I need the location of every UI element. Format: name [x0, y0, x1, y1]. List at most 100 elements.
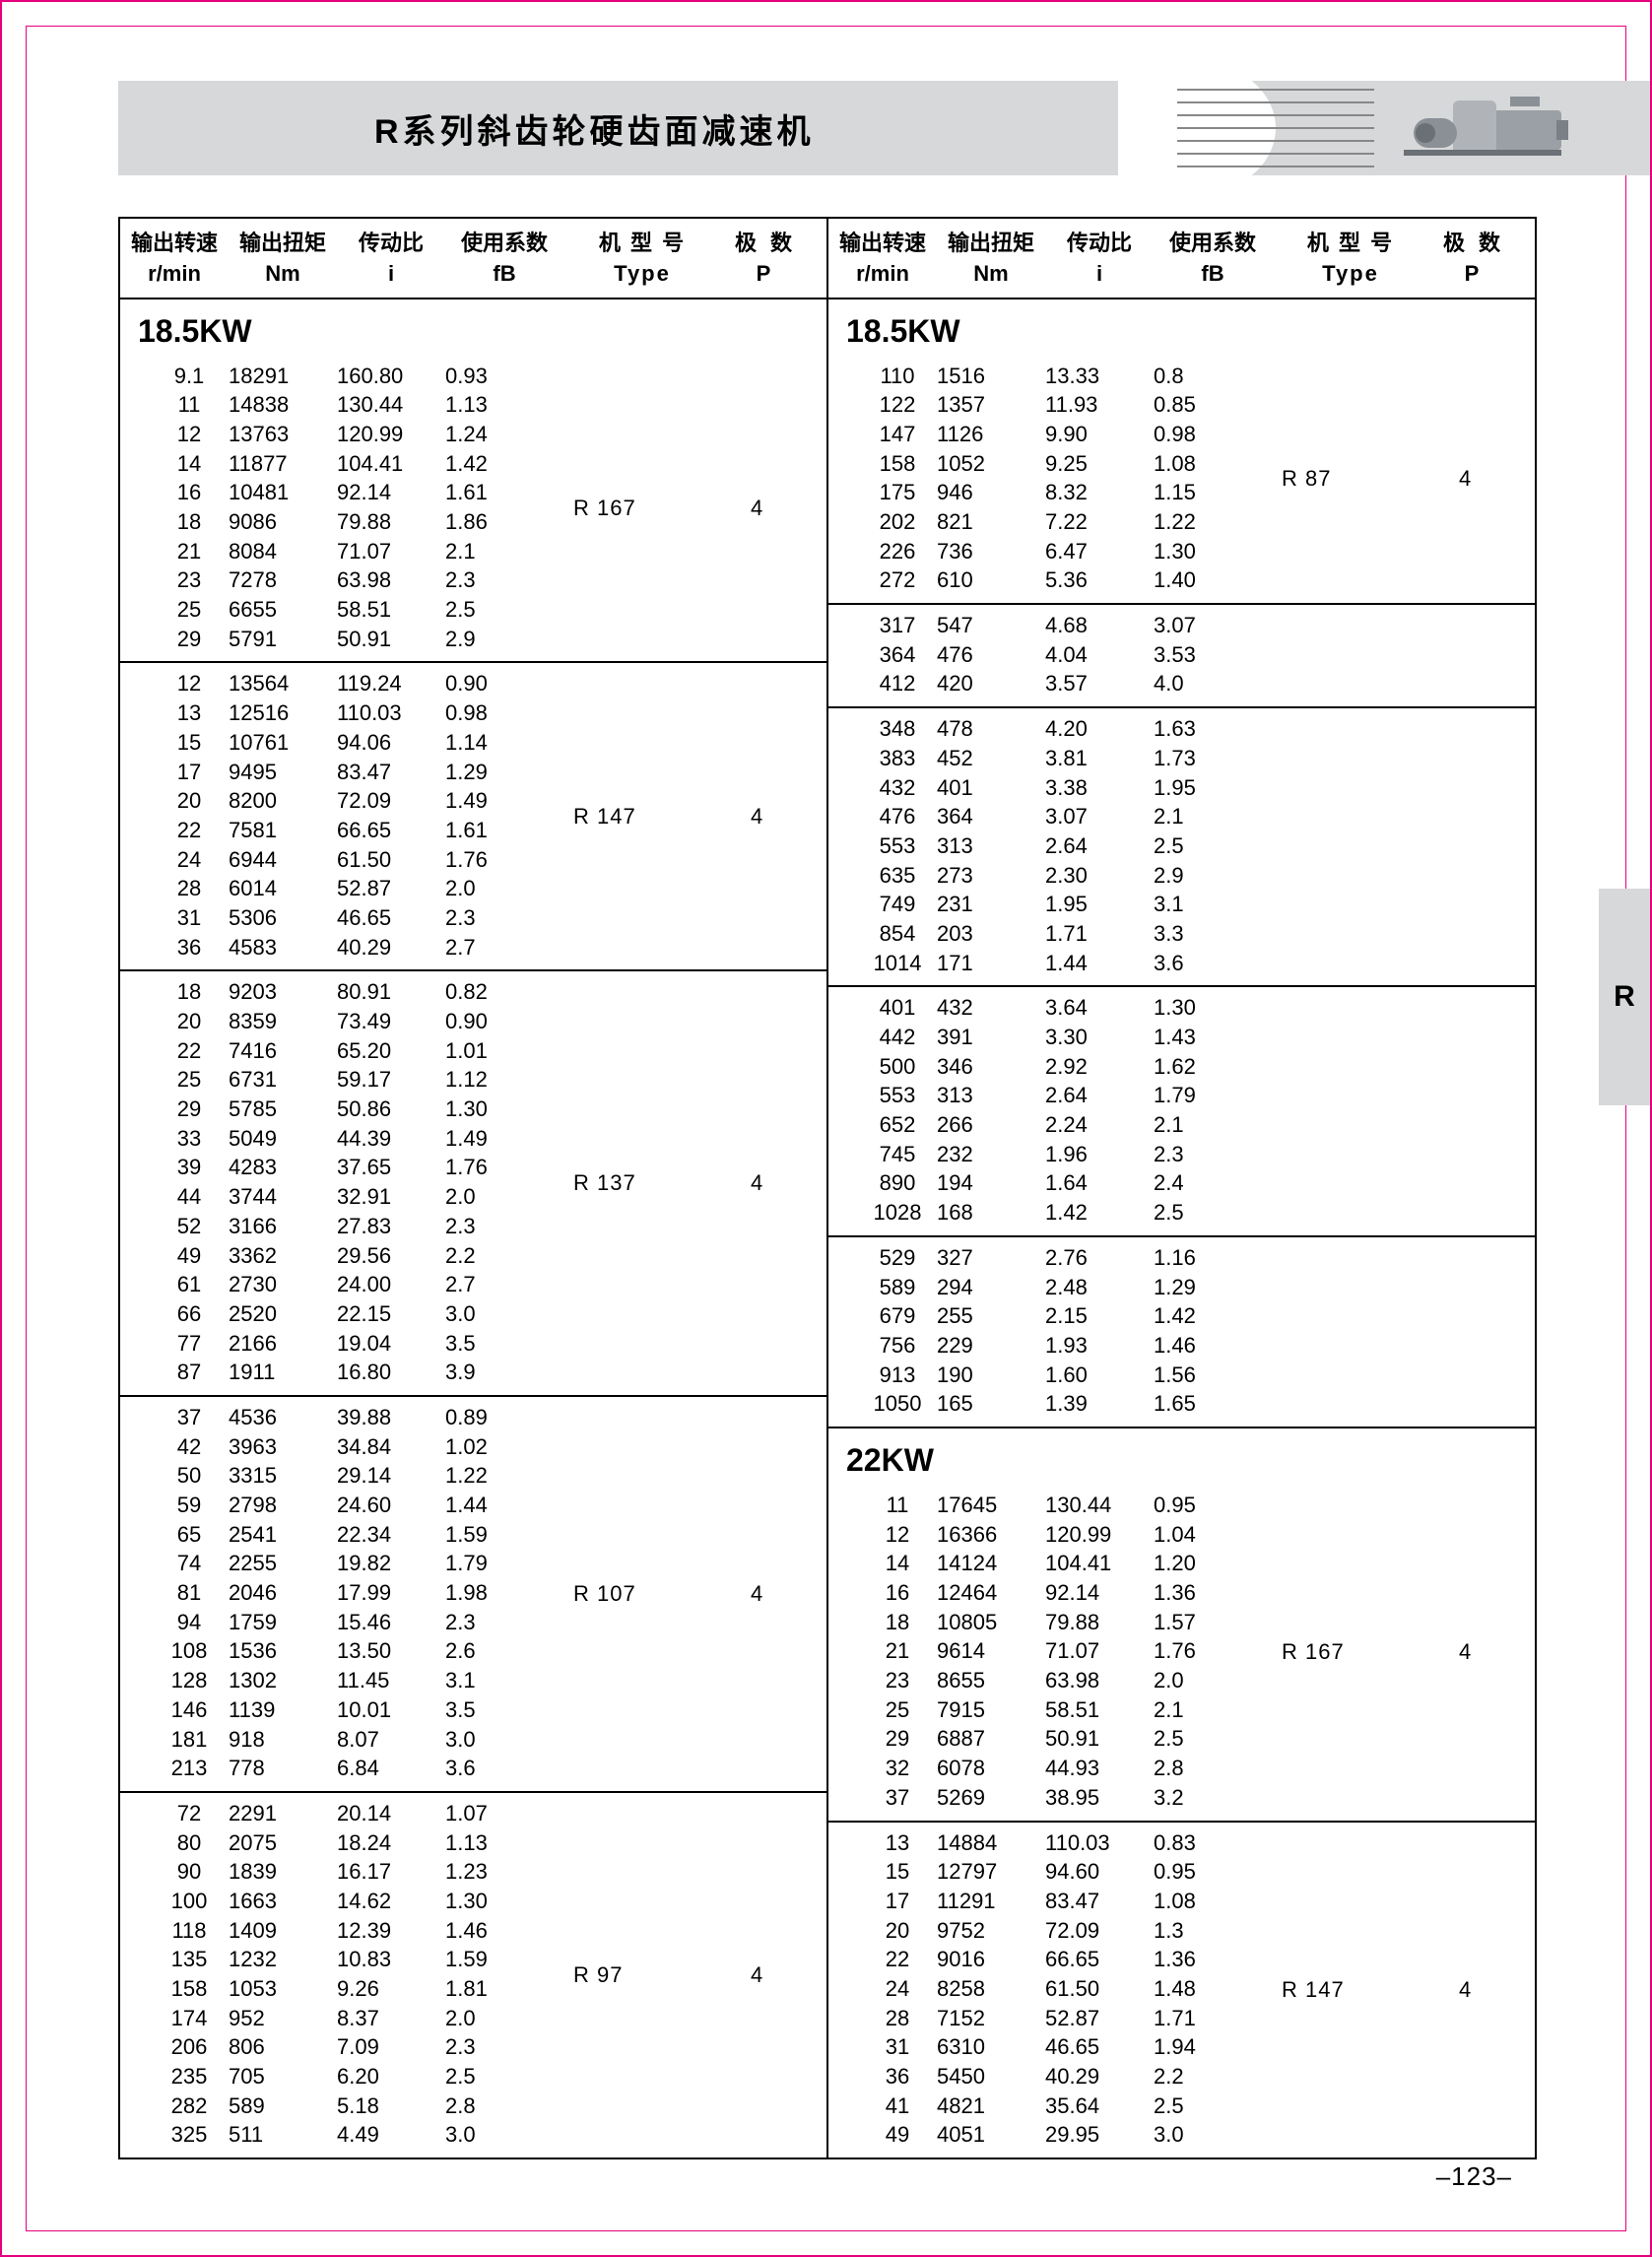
cell: 5.18 — [337, 2091, 445, 2121]
cell: 2.2 — [1154, 2062, 1272, 2091]
data-block: 1117645130.440.951216366120.991.04141412… — [828, 1485, 1535, 1823]
cell: 2.5 — [445, 2062, 563, 2091]
table-row: 22758166.651.61 — [120, 816, 826, 845]
table-row: 50331529.141.22 — [120, 1461, 826, 1491]
cell: 1.42 — [445, 449, 563, 479]
cell: 736 — [937, 537, 1045, 566]
cell: 553 — [828, 831, 937, 861]
cell: 3.38 — [1045, 773, 1154, 803]
cell: 1.61 — [445, 478, 563, 507]
cell: 4.68 — [1045, 611, 1154, 640]
table-row: 18920380.910.82 — [120, 977, 826, 1007]
table-row: 5003462.921.62 — [828, 1052, 1535, 1082]
cell: 3.53 — [1154, 640, 1272, 670]
cell: 1.07 — [445, 1799, 563, 1828]
table-row: 10141711.443.6 — [828, 949, 1535, 978]
cell: 72.09 — [1045, 1916, 1154, 1946]
type-label: R 147 — [1282, 1977, 1345, 2003]
cell: 122 — [828, 390, 937, 420]
cell: 146 — [120, 1695, 229, 1725]
cell: 946 — [937, 478, 1045, 507]
cell: 1.79 — [445, 1549, 563, 1578]
table-row: 18908679.881.86 — [120, 507, 826, 537]
cell: 110.03 — [1045, 1828, 1154, 1858]
cell: 1.08 — [1154, 1887, 1272, 1916]
cell: 1.22 — [1154, 507, 1272, 537]
cell: 705 — [229, 2062, 337, 2091]
cell: 2.3 — [445, 2032, 563, 2062]
cell: 63.98 — [1045, 1666, 1154, 1695]
cell: 8084 — [229, 537, 337, 566]
cell: 37.65 — [337, 1153, 445, 1182]
cell: 11.45 — [337, 1666, 445, 1695]
cell: 16.17 — [337, 1857, 445, 1887]
cell: 8.37 — [337, 2004, 445, 2033]
table-row: 32607844.932.8 — [828, 1754, 1535, 1783]
cell: 854 — [828, 919, 937, 949]
cell: 39 — [120, 1153, 229, 1182]
data-block: 1213564119.240.901312516110.030.98151076… — [120, 663, 826, 971]
table-row: 20820072.091.49 — [120, 786, 826, 816]
cell: 206 — [120, 2032, 229, 2062]
cell: 20.14 — [337, 1799, 445, 1828]
table-row: 4124203.574.0 — [828, 669, 1535, 698]
cell: 11.93 — [1045, 390, 1154, 420]
cell: 21 — [828, 1636, 937, 1666]
cell: 2541 — [229, 1520, 337, 1550]
cell: 24.00 — [337, 1270, 445, 1299]
cell: 2.1 — [445, 537, 563, 566]
cell: 6731 — [229, 1065, 337, 1095]
cell: 44.93 — [1045, 1754, 1154, 1783]
cell: 635 — [828, 861, 937, 891]
cell: 1.29 — [445, 758, 563, 787]
cell: 130.44 — [337, 390, 445, 420]
cell: 3.5 — [445, 1695, 563, 1725]
cell: 100 — [120, 1887, 229, 1916]
cell: 8200 — [229, 786, 337, 816]
table-row: 3644764.043.53 — [828, 640, 1535, 670]
cell: 22 — [120, 1036, 229, 1066]
cell: 1232 — [229, 1945, 337, 1974]
table-row: 20975272.091.3 — [828, 1916, 1535, 1946]
cell: 29.95 — [1045, 2120, 1154, 2150]
cell: 8655 — [937, 1666, 1045, 1695]
cell: 4283 — [229, 1153, 337, 1182]
cell: 80.91 — [337, 977, 445, 1007]
table-header-left: 输出转速 输出扭矩 传动比 使用系数 机 型 号 极 数 r/min Nm i … — [120, 219, 826, 299]
cell: 235 — [120, 2062, 229, 2091]
cell: 181 — [120, 1725, 229, 1755]
cell: 6014 — [229, 874, 337, 903]
cell: 168 — [937, 1198, 1045, 1228]
cell: 364 — [937, 802, 1045, 831]
cell: 7152 — [937, 2004, 1045, 2033]
cell: 39.88 — [337, 1403, 445, 1432]
cell: 383 — [828, 744, 937, 773]
table-row: 1749528.372.0 — [120, 2004, 826, 2033]
cell: 1050 — [828, 1389, 937, 1419]
table-row: 41482135.642.5 — [828, 2091, 1535, 2121]
cell: 28 — [828, 2004, 937, 2033]
cell: 3.81 — [1045, 744, 1154, 773]
cell: 58.51 — [337, 595, 445, 625]
cell: 29 — [828, 1724, 937, 1754]
cell: 0.90 — [445, 669, 563, 698]
cell: 17.99 — [337, 1578, 445, 1608]
cell: 2.5 — [445, 595, 563, 625]
kw-heading: 18.5KW — [828, 299, 1535, 356]
table-row: 128130211.453.1 — [120, 1666, 826, 1695]
cell: 73.49 — [337, 1007, 445, 1036]
cell: 92.14 — [337, 478, 445, 507]
cell: 4.04 — [1045, 640, 1154, 670]
cell: 15 — [828, 1857, 937, 1887]
cell: 5306 — [229, 903, 337, 933]
cell: 92.14 — [1045, 1578, 1154, 1608]
cell: 2291 — [229, 1799, 337, 1828]
th: r/min — [828, 259, 937, 290]
cell: 74 — [120, 1549, 229, 1578]
cell: 255 — [937, 1301, 1045, 1331]
type-label: R 167 — [1282, 1639, 1345, 1665]
cell: 1516 — [937, 362, 1045, 391]
cell: 12797 — [937, 1857, 1045, 1887]
table-row: 7452321.962.3 — [828, 1140, 1535, 1169]
cell: 511 — [229, 2120, 337, 2150]
